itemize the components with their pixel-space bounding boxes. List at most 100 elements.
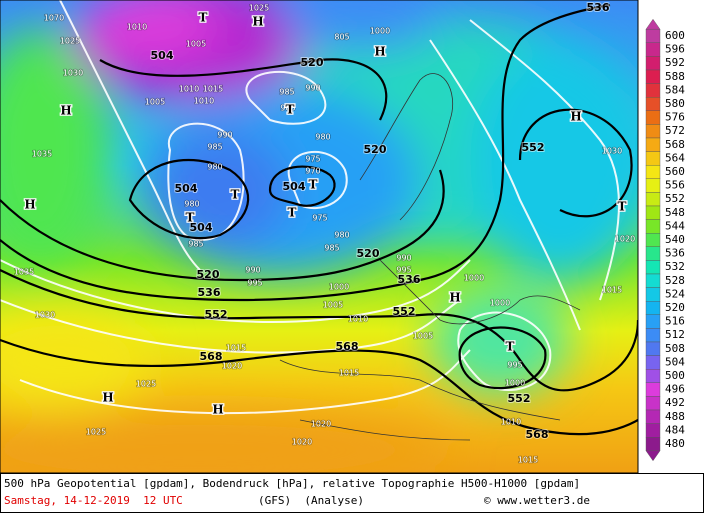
- isobar-label: 1020: [615, 235, 635, 244]
- pressure-center: T: [286, 103, 295, 117]
- colorbar-swatch: [645, 423, 661, 438]
- geopotential-label: 504: [190, 221, 213, 234]
- isobar-label: 1000: [464, 274, 484, 283]
- geopotential-label: 568: [526, 428, 549, 441]
- isobar-label: 985: [188, 240, 203, 249]
- colorbar-label: 588: [665, 70, 685, 83]
- colorbar-swatch: [645, 83, 661, 98]
- pressure-center: H: [102, 391, 113, 405]
- colorbar-label: 544: [665, 219, 685, 232]
- colorbar-label: 512: [665, 328, 685, 341]
- isobar-label: 985: [324, 244, 339, 253]
- colorbar-label: 492: [665, 396, 685, 409]
- isobar-label: 985: [207, 143, 222, 152]
- map: 1070 1010 1025 1005 1025 1030 805 1000 1010 1015 1…: [0, 0, 638, 473]
- footer-credit: © www.wetter3.de: [484, 494, 590, 507]
- colorbar: 6005965925885845805765725685645605565525…: [645, 18, 685, 462]
- colorbar-swatch: [645, 151, 661, 166]
- colorbar-label: 532: [665, 260, 685, 273]
- isobar-label: 1025: [249, 4, 269, 13]
- pressure-center: T: [506, 340, 515, 354]
- isobar-label: 1005: [186, 40, 206, 49]
- pressure-center: H: [60, 104, 71, 118]
- isobar-label: 990: [396, 254, 411, 263]
- geopotential-label: 520: [197, 268, 220, 281]
- colorbar-label: 568: [665, 138, 685, 151]
- colorbar-swatch: [645, 69, 661, 84]
- isobar-label: 1000: [329, 283, 349, 292]
- pressure-center: H: [212, 403, 223, 417]
- isobar-label: 1005: [413, 332, 433, 341]
- isobar-label: 1015: [203, 85, 223, 94]
- isobar-label: 985: [279, 88, 294, 97]
- pressure-center: H: [24, 198, 35, 212]
- colorbar-label: 516: [665, 315, 685, 328]
- colorbar-label: 504: [665, 355, 685, 368]
- colorbar-label: 548: [665, 206, 685, 219]
- colorbar-label: 524: [665, 287, 685, 300]
- colorbar-top-arrow: [645, 18, 661, 30]
- isobar-label: 1025: [60, 37, 80, 46]
- geopotential-label: 568: [336, 340, 359, 353]
- colorbar-label: 592: [665, 56, 685, 69]
- colorbar-swatch: [645, 137, 661, 152]
- colorbar-label: 596: [665, 43, 685, 56]
- footer-model: (GFS) (Analyse): [258, 494, 364, 507]
- colorbar-swatch: [645, 328, 661, 343]
- isobar-label: 1030: [602, 147, 622, 156]
- colorbar-swatch: [645, 273, 661, 288]
- coastlines: [279, 73, 581, 441]
- isobar-label: 995: [396, 266, 411, 275]
- isobar-label: 990: [217, 131, 232, 140]
- colorbar-swatch: [645, 437, 661, 452]
- pressure-center: H: [252, 15, 263, 29]
- geopotential-label: 568: [200, 350, 223, 363]
- isobar-label: 980: [207, 163, 222, 172]
- isobar-label: 1005: [145, 98, 165, 107]
- isobar-label: 1010: [194, 97, 214, 106]
- colorbar-label: 496: [665, 383, 685, 396]
- geopotential-label: 520: [301, 56, 324, 69]
- isobar-label: 1030: [63, 69, 83, 78]
- geopotential-label: 536: [198, 286, 221, 299]
- colorbar-swatch: [645, 29, 661, 44]
- isobar-label: 805: [334, 33, 349, 42]
- colorbar-label: 552: [665, 192, 685, 205]
- isobar-label: 995: [507, 361, 522, 370]
- colorbar-swatch: [645, 409, 661, 424]
- isobar-label: 995: [247, 279, 262, 288]
- pressure-center: T: [309, 178, 318, 192]
- isobar-label: 1020: [222, 362, 242, 371]
- isobar-label: 1000: [505, 379, 525, 388]
- pressure-center: T: [618, 200, 627, 214]
- isobar-label: 1005: [323, 301, 343, 310]
- colorbar-swatch: [645, 232, 661, 247]
- isobar-label: 1025: [136, 380, 156, 389]
- colorbar-label: 572: [665, 124, 685, 137]
- geopotential-label: 552: [508, 392, 531, 405]
- pressure-center: H: [570, 110, 581, 124]
- colorbar-label: 540: [665, 233, 685, 246]
- geopotential-label: 536: [398, 273, 421, 286]
- geopotential-label: 536: [587, 1, 610, 14]
- isobar-label: 980: [315, 133, 330, 142]
- colorbar-label: 584: [665, 83, 685, 96]
- colorbar-label: 600: [665, 29, 685, 42]
- isobar-label: 1070: [44, 14, 64, 23]
- colorbar-swatch: [645, 246, 661, 261]
- colorbar-swatch: [645, 260, 661, 275]
- isobar-label: 970: [305, 167, 320, 176]
- isobar-label: 1025: [86, 428, 106, 437]
- geopotential-label: 504: [151, 49, 174, 62]
- colorbar-swatch: [645, 42, 661, 57]
- isobar-label: 1030: [35, 311, 55, 320]
- colorbar-label: 484: [665, 423, 685, 436]
- isobar-label: 980: [184, 200, 199, 209]
- colorbar-swatch: [645, 96, 661, 111]
- pressure-center: T: [231, 188, 240, 202]
- isobar-label: 975: [305, 155, 320, 164]
- colorbar-swatch: [645, 314, 661, 329]
- colorbar-swatch: [645, 219, 661, 234]
- geopotential-label: 552: [393, 305, 416, 318]
- pressure-center: T: [186, 211, 195, 225]
